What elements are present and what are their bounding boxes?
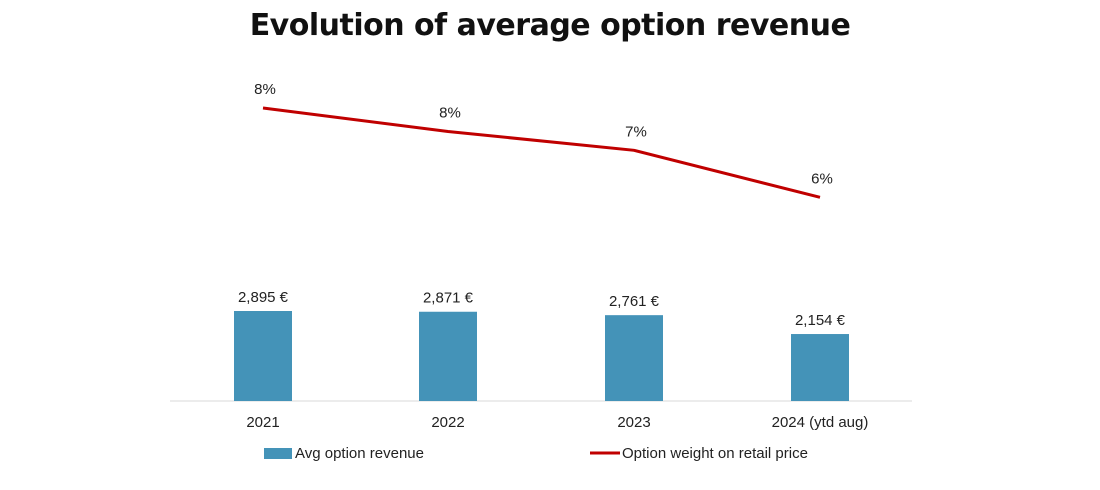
x-tick-label: 2021 [246,414,279,431]
bar-data-label: 2,871 € [423,290,474,307]
bar-data-label: 2,895 € [238,289,289,306]
legend-swatch-bar [264,448,292,459]
bar [605,315,663,401]
legend-label-bar: Avg option revenue [295,445,424,462]
bar [234,311,292,401]
line-data-label: 8% [254,81,276,98]
x-tick-label: 2022 [431,414,464,431]
line-series [262,106,821,199]
x-tick-label: 2023 [617,414,650,431]
bar [791,334,849,401]
line-data-label: 7% [625,123,647,140]
bar-data-label: 2,154 € [795,312,846,329]
legend: Avg option revenue Option weight on reta… [264,445,808,462]
x-tick-label: 2024 (ytd aug) [772,414,869,431]
legend-label-line: Option weight on retail price [622,445,808,462]
line-data-label: 6% [811,170,833,187]
chart-title: Evolution of average option revenue [249,8,851,43]
bar [419,311,477,401]
line-data-label: 8% [439,105,461,122]
bar-data-label: 2,761 € [609,293,660,310]
